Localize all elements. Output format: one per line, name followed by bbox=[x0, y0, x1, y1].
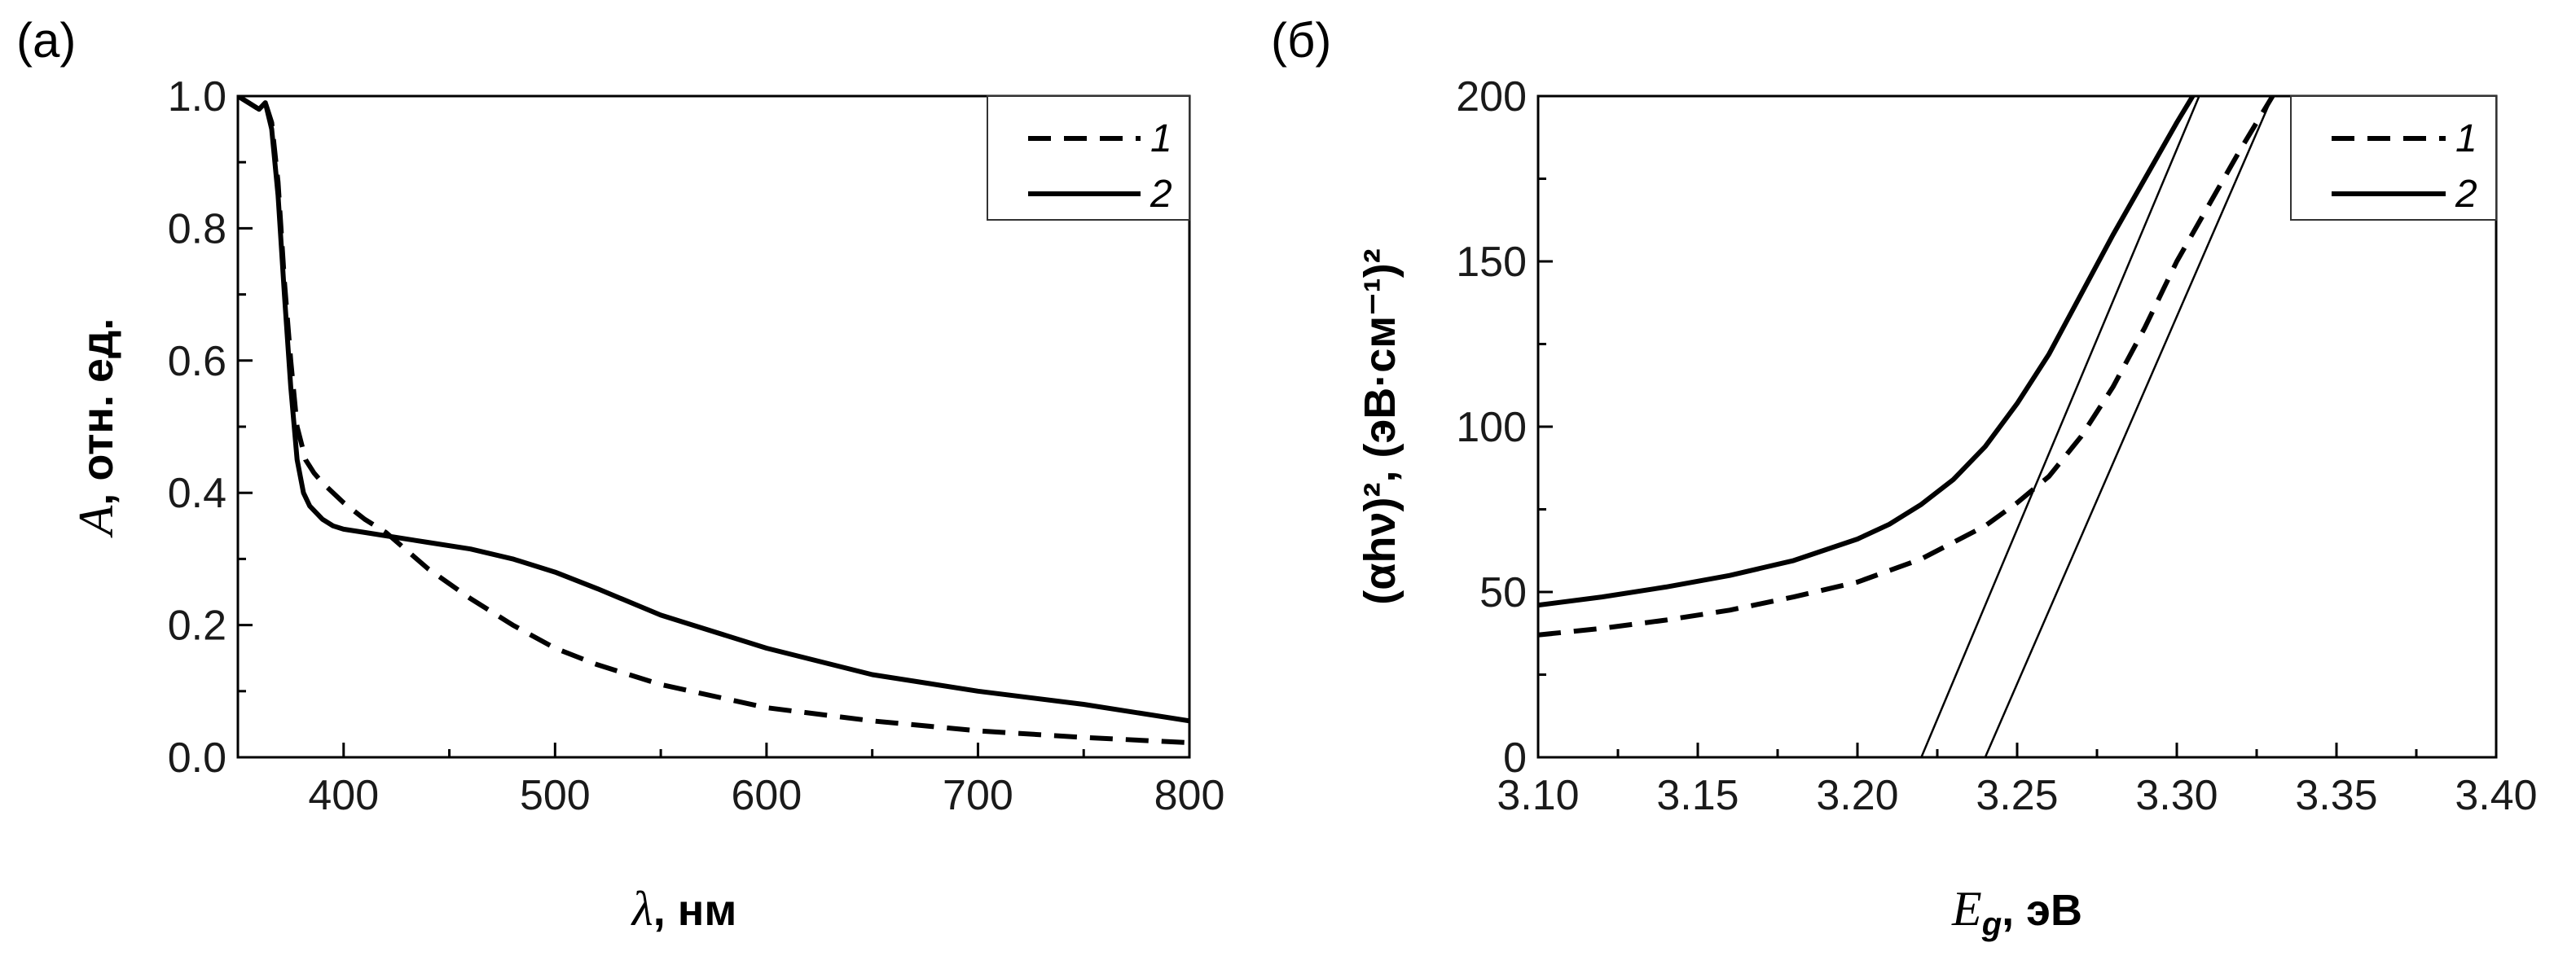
legend-b: 1 2 bbox=[2290, 95, 2497, 221]
y-tick-label: 0 bbox=[1503, 734, 1527, 782]
y-tick-label: 50 bbox=[1479, 569, 1527, 616]
y-axis-label-a: A, отн. ед. bbox=[69, 318, 123, 539]
y-tick-label: 100 bbox=[1456, 404, 1527, 451]
legend-label-series-1-b: 1 bbox=[2455, 117, 2477, 160]
x-axis-label-b: Eg, эВ bbox=[1951, 882, 2082, 942]
series-line-2 bbox=[1538, 96, 2196, 608]
y-tick-label: 1.0 bbox=[168, 73, 226, 121]
chart-panel-b: (б) 3.10 3.15 3.20 3.25 3.30 3.35 3.40 0 50 100 15… bbox=[1271, 13, 2538, 942]
x-tick-label: 3.25 bbox=[1976, 772, 2058, 819]
tangent-fit-line bbox=[1984, 96, 2274, 757]
legend-label-series-1: 1 bbox=[1150, 117, 1172, 160]
series-line-2 bbox=[238, 96, 1189, 724]
legend-box-a bbox=[987, 95, 1190, 221]
plot-frame-a bbox=[236, 94, 1191, 759]
x-axis-symbol-b: E bbox=[1951, 882, 1982, 936]
legend-label-series-2-b: 2 bbox=[2455, 173, 2477, 216]
y-tick-label: 0.4 bbox=[168, 470, 226, 517]
tangent-fit-line bbox=[1920, 96, 2200, 757]
panel-label-b: (б) bbox=[1271, 13, 1331, 68]
tick-labels-a: 400 500 600 700 800 0.0 0.2 0.4 0.6 0.8 1.0 bbox=[168, 73, 1225, 819]
legend-box-b bbox=[2290, 95, 2497, 221]
x-tick-label: 600 bbox=[732, 772, 802, 819]
chart-panel-a: (a) 400 500 600 700 800 0.0 0.2 0.4 0.6 0.8 1.0 1 … bbox=[16, 13, 1224, 936]
x-tick-label: 3.10 bbox=[1497, 772, 1579, 819]
tick-labels-b: 3.10 3.15 3.20 3.25 3.30 3.35 3.40 0 50 100 150 200 bbox=[1456, 73, 2537, 819]
series-group-b bbox=[1538, 96, 2275, 757]
y-axis-label-b: (αhν)², (эВ·см⁻¹)² bbox=[1356, 248, 1404, 604]
y-tick-label: 0.0 bbox=[168, 734, 226, 782]
x-axis-subscript-b: g bbox=[1981, 906, 2002, 942]
plot-frame-b bbox=[1536, 94, 2498, 759]
x-tick-label: 500 bbox=[520, 772, 591, 819]
y-tick-label: 150 bbox=[1456, 239, 1527, 286]
x-axis-label-a: λ, нм bbox=[631, 882, 737, 936]
y-tick-label: 0.6 bbox=[168, 338, 226, 385]
legend-label-series-2: 2 bbox=[1150, 173, 1172, 216]
panel-label-a: (a) bbox=[16, 13, 76, 68]
x-tick-label: 700 bbox=[943, 772, 1013, 819]
x-tick-label: 3.15 bbox=[1656, 772, 1739, 819]
x-axis-unit-a: , нм bbox=[653, 886, 737, 935]
x-tick-label: 3.35 bbox=[2295, 772, 2377, 819]
x-axis-symbol-a: λ bbox=[631, 882, 653, 936]
x-axis-unit-b: , эВ bbox=[2002, 886, 2082, 935]
x-tick-label: 3.40 bbox=[2455, 772, 2537, 819]
y-tick-label: 0.2 bbox=[168, 603, 226, 650]
legend-a: 1 2 bbox=[987, 95, 1190, 221]
x-tick-label: 800 bbox=[1154, 772, 1225, 819]
x-tick-label: 3.30 bbox=[2135, 772, 2218, 819]
y-axis-symbol-a: A bbox=[69, 505, 123, 538]
x-tick-label: 3.20 bbox=[1816, 772, 1898, 819]
x-tick-label: 400 bbox=[308, 772, 379, 819]
series-group-a bbox=[238, 96, 1189, 746]
y-tick-label: 200 bbox=[1456, 73, 1527, 121]
y-tick-label: 0.8 bbox=[168, 205, 226, 252]
y-axis-unit-a: , отн. ед. bbox=[73, 318, 122, 506]
series-line-1 bbox=[1538, 96, 2275, 638]
